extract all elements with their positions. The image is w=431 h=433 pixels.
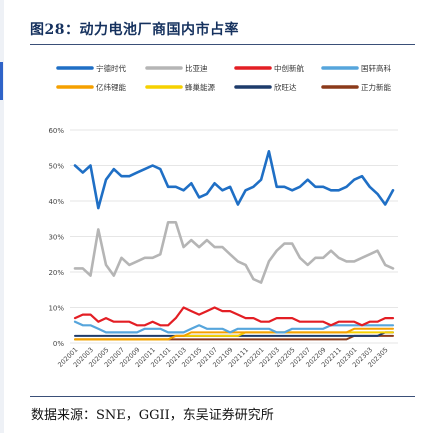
series-line-宁德时代 [73,150,395,210]
legend-label: 比亚迪 [185,63,208,73]
legend-label: 中创新航 [274,63,304,73]
y-tick-labels: 0% 10% 20% 30% 40% 50% 60% [48,127,64,348]
y-tick-label: 0% [53,340,64,348]
y-tick-label: 10% [48,305,64,313]
legend-label: 国轩高科 [361,63,391,73]
grid-layer [70,129,398,344]
legend-label: 蜂巢能源 [185,82,215,92]
y-tick-label: 60% [48,127,64,135]
legend-label: 正力新能 [361,82,391,92]
title-rule [30,44,415,45]
y-tick-label: 30% [48,234,64,242]
series-lines [73,150,395,341]
figure-title: 图28：动力电池厂商国内市占率 [30,22,239,38]
x-tick-labels: 2020012020032020052020072020092020112021… [56,346,389,369]
source-rule [30,396,415,397]
series-line-中创新航 [73,306,395,327]
series-line-亿纬锂能 [74,327,394,341]
left-edge-panel [0,0,4,433]
legend-label: 欣旺达 [274,82,297,92]
series-line-比亚迪 [73,221,395,284]
legend-label: 亿纬锂能 [96,82,126,92]
source-note: 数据来源：SNE，GGII，东吴证券研究所 [31,408,274,423]
y-tick-label: 50% [48,163,64,171]
y-tick-label: 20% [48,269,64,277]
legend-label: 宁德时代 [96,63,126,73]
series-line-国轩高科 [73,320,395,334]
y-tick-label: 40% [48,198,64,206]
left-edge-marker [0,62,3,100]
